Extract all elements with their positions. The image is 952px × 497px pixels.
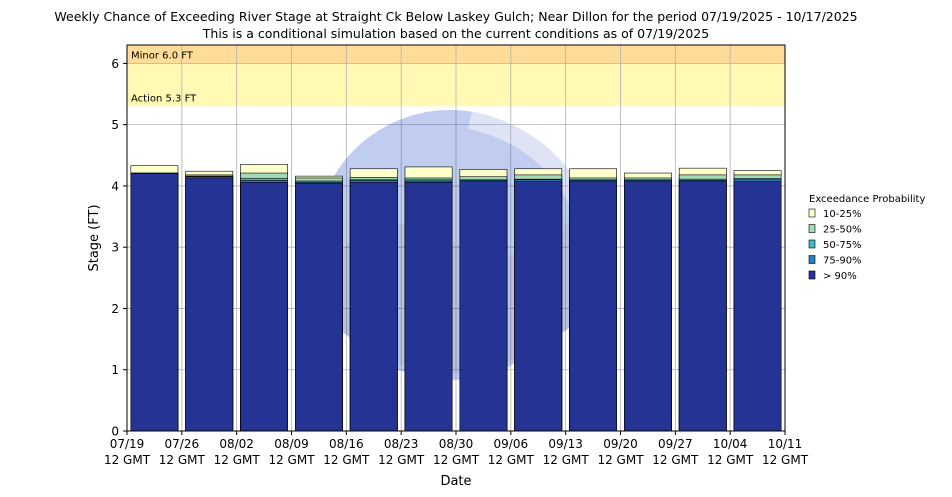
bar-segment [514,181,563,432]
x-tick-label: 12 GMT [323,453,370,467]
x-tick-label: 08/23 [384,437,419,451]
legend-label: 50-75% [823,240,862,251]
x-tick-label: 09/27 [658,437,693,451]
x-tick-label: 07/19 [110,437,145,451]
x-tick-label: 12 GMT [433,453,480,467]
bar-segment [349,181,398,432]
x-tick-label: 09/06 [494,437,529,451]
x-tick-label: 10/04 [713,437,748,451]
x-tick-label: 12 GMT [488,453,535,467]
bar-segment [240,181,288,432]
bar-segment [569,181,617,432]
legend-swatch [808,224,816,233]
bar-segment [185,177,234,432]
legend-label: 10-25% [823,209,862,220]
y-tick-label: 0 [111,425,119,439]
y-tick-label: 1 [111,363,119,377]
y-axis: 0 1 2 3 4 5 6 [111,57,127,439]
threshold-label: Action 5.3 FT [131,93,197,104]
x-tick-label: 10/11 [768,437,803,451]
x-tick-label: 12 GMT [707,453,754,467]
x-tick-label: 12 GMT [104,453,151,467]
x-tick-label: 12 GMT [159,453,206,467]
y-axis-label: Stage (FT) [87,204,102,271]
legend-swatch [808,208,816,218]
legend-label: 75-90% [823,256,862,267]
legend-label: > 90% [823,271,857,282]
bar-segment [404,181,453,432]
x-axis-label: Date [440,474,471,489]
grid-lines [126,45,786,432]
bar-segment [295,183,343,432]
bar-segment [678,181,727,432]
x-tick-label: 12 GMT [597,453,644,467]
bar-segment [459,181,508,432]
y-tick-label: 6 [111,57,119,71]
chart-title: Weekly Chance of Exceeding River Stage a… [54,9,857,24]
x-tick-label: 08/30 [439,437,474,451]
bar-segment [130,173,179,432]
bars [130,164,782,432]
y-tick-label: 3 [111,241,119,255]
x-tick-label: 12 GMT [543,453,590,467]
bar-segment [624,181,672,432]
legend-swatch [808,270,816,280]
x-tick-label: 12 GMT [214,453,261,467]
y-tick-label: 4 [111,179,119,193]
x-tick-label: 08/16 [329,437,364,451]
y-tick-label: 2 [111,302,119,316]
legend: Exceedance Probability 10-25% 25-50% 50-75… [808,194,925,282]
threshold-labels: Minor 6.0 FT Action 5.3 FT [131,50,197,104]
x-tick-label: 08/09 [274,437,309,451]
x-tick-label: 12 GMT [378,453,425,467]
x-tick-label: 07/26 [165,437,200,451]
threshold-label: Minor 6.0 FT [131,50,194,61]
x-tick-label: 12 GMT [268,453,315,467]
legend-title: Exceedance Probability [809,194,925,205]
legend-label: 25-50% [823,225,862,236]
legend-swatch [808,255,816,264]
bar-segment [733,181,782,432]
x-axis: 07/19 12 GMT 07/26 12 GMT 08/02 12 GMT 08/09 12… [104,431,809,467]
y-tick-label: 5 [111,118,119,132]
x-tick-label: 12 GMT [652,453,699,467]
legend-swatch [808,239,816,249]
chart-subtitle: This is a conditional simulation based o… [202,26,709,41]
x-tick-label: 12 GMT [762,453,809,467]
x-tick-label: 08/02 [219,437,254,451]
x-tick-label: 09/13 [548,437,583,451]
plot-area: Minor 6.0 FT Action 5.3 FT [126,44,786,432]
x-tick-label: 09/20 [603,437,638,451]
